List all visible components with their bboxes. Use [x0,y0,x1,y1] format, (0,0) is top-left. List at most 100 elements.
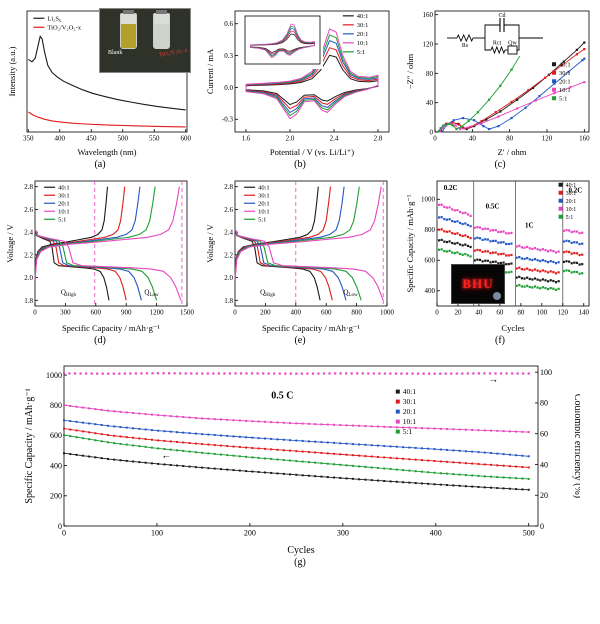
svg-text:QLow: QLow [144,289,159,299]
svg-text:2.8: 2.8 [24,183,33,191]
figure-row-1: 350 400 450 500 550 600 Wavelength (nm) Intensi… [0,0,600,170]
panel-f: 0 20 40 60 80 100 120 140 400 600 800 1000 Cycles Spe… [403,176,597,346]
svg-text:500: 500 [523,529,535,538]
svg-text:40:1: 40:1 [403,387,417,396]
svg-text:→: → [488,374,498,385]
svg-text:600: 600 [50,431,62,440]
svg-text:Voltage / V: Voltage / V [205,223,215,262]
svg-text:30:1: 30:1 [58,193,70,200]
svg-text:Z′ / ohm: Z′ / ohm [498,147,527,157]
svg-text:400: 400 [430,529,442,538]
svg-text:0: 0 [435,309,439,317]
svg-text:450: 450 [86,135,97,143]
panel-a: 350 400 450 500 550 600 Wavelength (nm) Intensi… [3,6,197,170]
vial-labels: Blank TiO₂/V₂O₅-x [102,48,188,59]
svg-text:0: 0 [430,128,434,136]
svg-text:100: 100 [537,309,548,317]
svg-text:2.8: 2.8 [374,135,383,143]
svg-text:400: 400 [291,309,302,317]
svg-text:40:1: 40:1 [566,183,577,189]
svg-text:200: 200 [50,492,62,501]
svg-text:2.0: 2.0 [286,135,295,143]
svg-text:40:1: 40:1 [258,185,270,192]
svg-text:2.0: 2.0 [24,274,33,282]
svg-text:0: 0 [33,309,37,317]
svg-text:20:1: 20:1 [566,199,577,205]
vial-blank-liquid [121,23,136,48]
svg-text:550: 550 [149,135,160,143]
panel-b: 1.6 2.0 2.4 2.8 -0.3 0.0 0.3 0.6 Potential / V (… [203,6,397,170]
svg-text:800: 800 [351,309,362,317]
svg-text:800: 800 [425,226,436,234]
svg-text:5:1: 5:1 [559,96,567,103]
coin-cell-icon [493,292,501,300]
svg-text:1.6: 1.6 [242,135,251,143]
svg-text:Intensity (a.u.): Intensity (a.u.) [7,46,17,96]
svg-text:0: 0 [58,522,62,531]
figure-row-3: 0 100 200 300 400 500 0 200 400 600 800 1000 0 20 40 60… [0,358,600,568]
panel-d: 0 300 600 900 1200 1500 1.8 2.0 2.2 2.4 2.6 2.8 Spec… [3,176,197,346]
vial-cap [123,10,134,14]
svg-text:2.0: 2.0 [224,274,233,282]
svg-text:120: 120 [423,40,434,48]
svg-text:40: 40 [469,135,477,143]
svg-text:0.5C: 0.5C [486,202,500,210]
svg-text:10:1: 10:1 [258,209,270,216]
chart-f-rate-capability: 0 20 40 60 80 100 120 140 400 600 800 1000 Cycles Spe… [405,180,590,333]
svg-text:600: 600 [180,135,191,143]
svg-text:30:1: 30:1 [559,70,571,77]
svg-text:QHigh: QHigh [61,289,77,299]
svg-text:Potential / V (vs. Li/Li⁺): Potential / V (vs. Li/Li⁺) [270,147,354,157]
panel-label-a: (a) [94,159,106,170]
svg-text:Wavelength (nm): Wavelength (nm) [77,147,136,157]
svg-text:30:1: 30:1 [258,193,270,200]
svg-text:1000: 1000 [46,371,62,380]
svg-text:0.2C: 0.2C [444,184,458,192]
svg-text:Rct: Rct [493,41,502,47]
svg-text:1000: 1000 [380,309,395,317]
svg-text:QHigh: QHigh [260,289,276,299]
svg-text:0: 0 [540,522,544,531]
svg-text:300: 300 [337,529,349,538]
vial-sample-liquid [154,23,169,48]
svg-text:2.4: 2.4 [224,229,233,237]
svg-text:5:1: 5:1 [258,217,266,224]
svg-text:2.6: 2.6 [24,206,33,214]
panel-label-b: (b) [294,159,306,170]
svg-text:20:1: 20:1 [403,407,417,416]
svg-text:2.4: 2.4 [24,229,33,237]
svg-text:0: 0 [62,529,66,538]
equivalent-circuit-inset: Rs Cd Rct Qw [445,12,545,56]
svg-text:20: 20 [454,309,462,317]
svg-text:300: 300 [60,309,71,317]
chart-g-cycling-performance: 0 100 200 300 400 500 0 200 400 600 800 1000 0 20 40 60… [24,365,580,556]
svg-text:60: 60 [540,429,548,438]
chart-c-nyquist: 0 40 80 120 160 0 40 80 120 160 Z′ / ohm −Z″ / ohm 4… [405,10,590,157]
panel-label-d: (d) [94,335,106,346]
svg-text:10:1: 10:1 [566,207,577,213]
svg-text:0.2C: 0.2C [568,186,582,194]
svg-text:600: 600 [321,309,332,317]
svg-text:Cd: Cd [498,13,505,19]
led-text: BHU [462,276,494,291]
svg-text:40: 40 [540,460,548,469]
chart-e-voltage-profiles: 0 200 400 600 800 1000 1.8 2.0 2.2 2.4 2.6 2.8 Speci… [205,180,395,333]
svg-text:400: 400 [55,135,66,143]
svg-text:0.0: 0.0 [224,84,233,92]
svg-text:Coulombic efficiency (%): Coulombic efficiency (%) [572,394,580,498]
svg-text:1500: 1500 [180,309,195,317]
svg-text:−Z″ / ohm: −Z″ / ohm [405,53,415,89]
svg-text:30:1: 30:1 [403,397,417,406]
svg-text:40: 40 [426,99,434,107]
vial-photo-inset: Blank TiO₂/V₂O₅-x [99,8,191,73]
vial-sample [153,10,170,49]
svg-text:1.8: 1.8 [24,297,33,305]
svg-text:600: 600 [91,309,102,317]
svg-text:Voltage / V: Voltage / V [5,223,15,262]
svg-text:Cycles: Cycles [501,323,524,333]
svg-text:2.6: 2.6 [224,206,233,214]
svg-text:80: 80 [540,399,548,408]
chart-b-cv-inset [239,13,323,69]
vial-blank [120,10,137,49]
svg-text:5:1: 5:1 [58,217,66,224]
